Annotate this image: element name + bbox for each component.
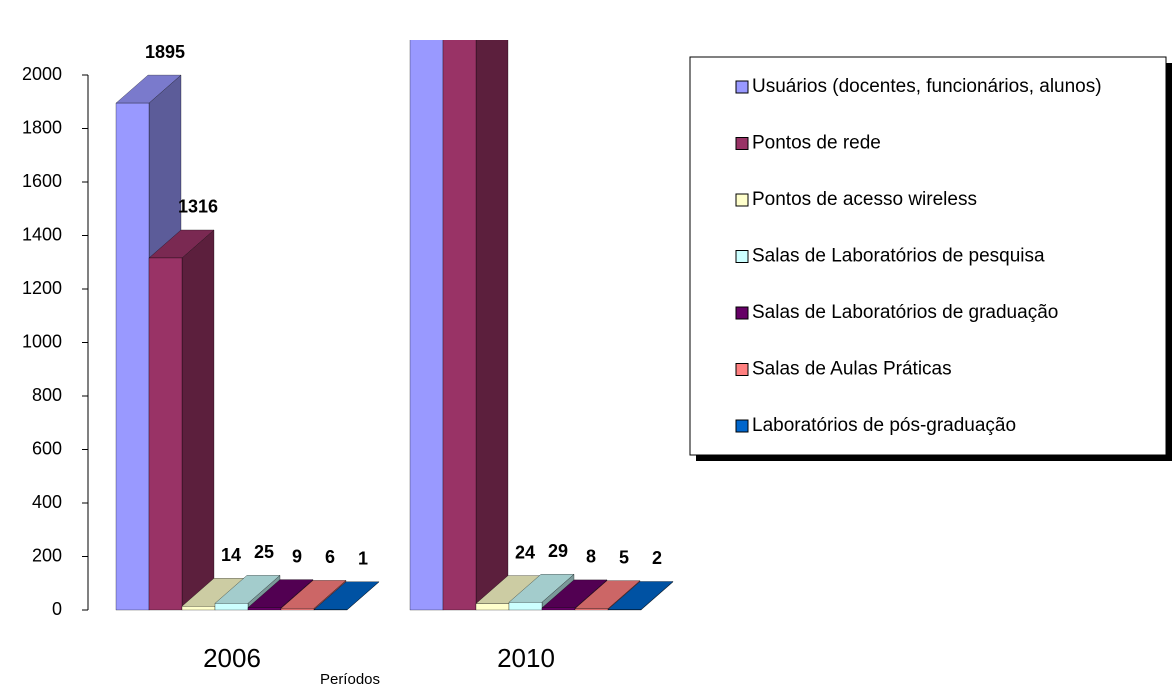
legend-label: Salas de Aulas Práticas (752, 359, 952, 380)
data-label: 9 (292, 546, 302, 566)
legend-label: Pontos de acesso wireless (752, 189, 977, 210)
y-tick-label: 0 (52, 599, 62, 619)
data-label: 2 (652, 548, 662, 568)
bar (148, 257, 183, 611)
x-tick-label: 2006 (203, 643, 261, 673)
legend-swatch (735, 306, 749, 320)
bar-side (181, 229, 215, 611)
y-tick-label: 1800 (22, 117, 62, 137)
data-label: 24 (515, 542, 535, 562)
y-tick-label: 600 (32, 438, 62, 458)
legend-box (689, 56, 1167, 456)
bar (442, 40, 477, 611)
bar-top (443, 0, 508, 3)
x-tick-label: 2010 (497, 643, 555, 673)
bar (607, 609, 642, 611)
data-label: 6 (325, 547, 335, 567)
bar (541, 607, 576, 611)
y-tick-label: 400 (32, 492, 62, 512)
y-tick-label: 1400 (22, 224, 62, 244)
legend-swatch (735, 419, 749, 433)
data-label: 1895 (145, 42, 185, 62)
bar (409, 40, 444, 611)
legend-swatch (735, 363, 749, 376)
legend-label: Usuários (docentes, funcionários, alunos… (752, 76, 1102, 97)
plot-area (115, 0, 674, 611)
data-label: 5 (619, 547, 629, 567)
bar (508, 602, 543, 611)
legend-swatch (735, 137, 749, 150)
data-label: 14 (221, 545, 241, 565)
bar-side (475, 40, 509, 611)
y-tick-label: 200 (32, 545, 62, 565)
y-tick-label: 800 (32, 385, 62, 405)
bar (115, 102, 150, 611)
data-label: 29 (548, 541, 568, 561)
y-tick-label: 1200 (22, 278, 62, 298)
bar (181, 606, 216, 611)
legend-swatch (735, 250, 749, 263)
x-axis-label: Períodos (320, 671, 380, 688)
bar (214, 603, 249, 611)
data-label: 1 (358, 548, 368, 568)
data-label: 8 (586, 547, 596, 567)
legend-label: Salas de Laboratórios de pesquisa (752, 246, 1045, 267)
bar (574, 608, 609, 611)
data-label: 1316 (178, 197, 218, 217)
y-tick-label: 1600 (22, 171, 62, 191)
legend-swatch (735, 80, 749, 94)
legend-swatch (735, 193, 749, 207)
bar (247, 607, 282, 611)
legend-label: Laboratórios de pós-graduação (752, 415, 1016, 436)
y-tick-label: 2000 (22, 64, 62, 84)
legend-label: Pontos de rede (752, 133, 881, 154)
data-label: 25 (254, 542, 274, 562)
bar (280, 608, 315, 611)
legend-label: Salas de Laboratórios de graduação (752, 302, 1058, 323)
y-tick-label: 1000 (22, 331, 62, 351)
bar (475, 603, 510, 611)
